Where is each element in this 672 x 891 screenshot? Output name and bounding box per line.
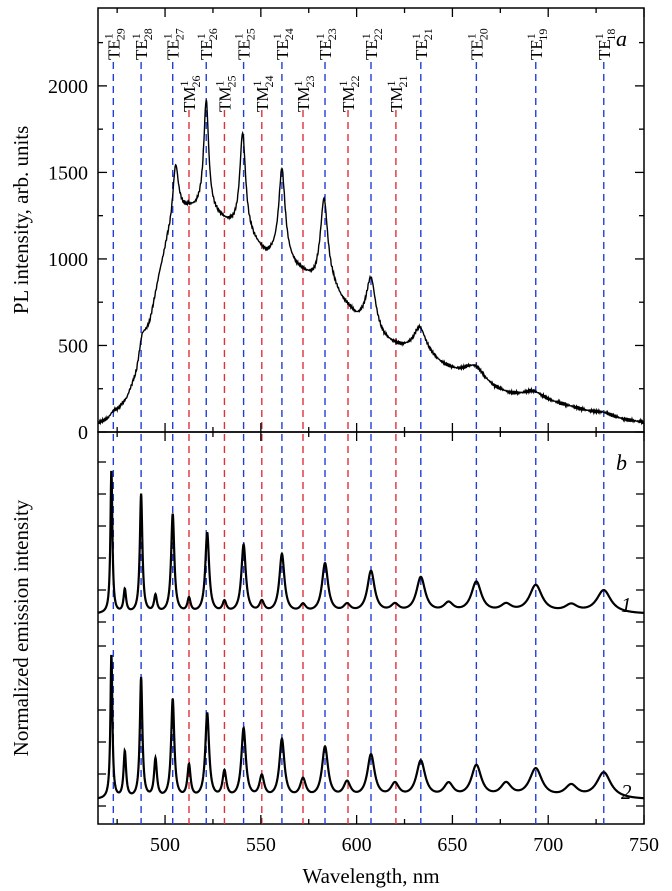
emission-curve-2 — [97, 654, 645, 800]
x-tick-label: 550 — [246, 834, 276, 856]
te-mode-label: TE124 — [270, 28, 296, 60]
y-tick-label: 500 — [58, 335, 88, 357]
te-mode-label: TE120 — [464, 28, 490, 60]
x-tick-label: 700 — [533, 834, 563, 856]
panel-a-letter: a — [616, 26, 627, 51]
tm-mode-label: TM124 — [250, 76, 276, 113]
y-tick-label: 2000 — [48, 76, 88, 98]
axis-ticks — [98, 8, 645, 824]
te-mode-label: TE129 — [101, 28, 127, 60]
axis-tick-labels: 500 550 600 650 700 750 0 500 1000 1500 2000 — [48, 76, 659, 856]
te-mode-label: TE118 — [592, 29, 618, 60]
panel-b-letter: b — [616, 450, 627, 475]
tm-mode-label: TM125 — [212, 76, 238, 113]
te-mode-label: TE122 — [359, 28, 385, 60]
te-mode-label: TE125 — [232, 28, 258, 60]
te-mode-label: TE119 — [524, 29, 550, 60]
te-mode-label: TE128 — [129, 28, 155, 60]
y-tick-label: 0 — [78, 422, 88, 444]
y-axis-title-b: Normalized emission intensity — [9, 499, 33, 756]
x-tick-label: 650 — [437, 834, 467, 856]
curve-2-number: 2 — [621, 780, 632, 804]
tm-mode-label: TM126 — [177, 76, 203, 113]
curve-1-number: 1 — [621, 593, 632, 617]
x-axis-title: Wavelength, nm — [302, 864, 439, 888]
emission-curve-1 — [97, 470, 645, 614]
x-tick-label: 600 — [342, 834, 372, 856]
pl-spectrum-line — [97, 99, 645, 426]
tm-mode-label: TM123 — [291, 76, 317, 113]
y-tick-label: 1000 — [48, 249, 88, 271]
tm-mode-label: TM122 — [336, 76, 362, 113]
te-mode-label: TE123 — [313, 28, 339, 60]
y-axis-title-a: PL intensity, arb. units — [9, 126, 33, 315]
y-tick-label: 1500 — [48, 162, 88, 184]
tm-mode-label: TM121 — [384, 76, 410, 113]
mode-guide-lines — [112, 62, 605, 824]
x-tick-label: 750 — [629, 834, 659, 856]
te-mode-label: TE127 — [161, 28, 187, 60]
x-tick-label: 500 — [150, 834, 180, 856]
te-mode-label: TE126 — [194, 28, 220, 60]
te-mode-label: TE121 — [409, 28, 435, 60]
